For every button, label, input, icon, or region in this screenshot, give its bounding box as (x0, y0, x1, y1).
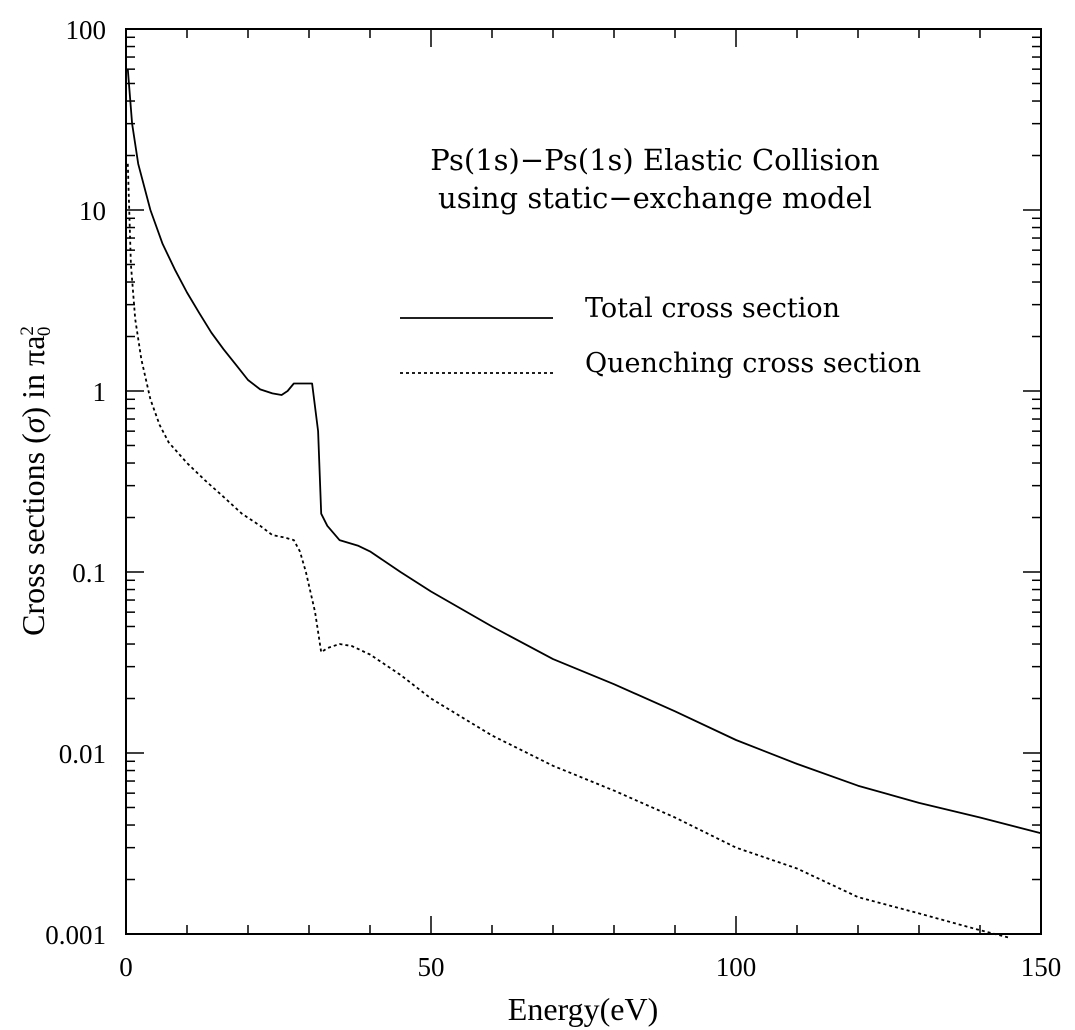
y-axis-title-prefix: Cross sections ( (15, 433, 51, 636)
series-line-total (126, 69, 1042, 835)
major-ticks (125, 28, 1042, 935)
y-axis-title-sub: 0 (34, 327, 55, 337)
y-tick-label: 0.1 (72, 558, 106, 588)
y-tick-label: 0.01 (59, 739, 106, 769)
x-tick-label: 0 (119, 952, 133, 982)
y-tick-label: 10 (79, 196, 106, 226)
y-tick-labels: 0.001 0.01 0.1 1 10 100 (45, 15, 106, 950)
y-axis-title-mid: ) in πa (15, 336, 51, 418)
y-tick-label: 0.001 (45, 920, 106, 950)
x-tick-labels: 0 50 100 150 (119, 952, 1061, 982)
minor-ticks (126, 29, 1041, 934)
y-axis-title-sigma: σ (15, 416, 51, 433)
legend-label-quenching: Quenching cross section (585, 348, 921, 379)
annotation-line-1: Ps(1s)−Ps(1s) Elastic Collision (430, 143, 879, 177)
legend-label-total: Total cross section (585, 293, 840, 324)
legend: Total cross section Quenching cross sect… (400, 293, 921, 379)
series-line-quenching (126, 163, 1011, 939)
x-tick-label: 50 (418, 952, 445, 982)
x-tick-label: 150 (1021, 952, 1062, 982)
series-layer (126, 69, 1042, 939)
y-tick-label: 100 (66, 15, 107, 45)
annotation-line-2: using static−exchange model (438, 181, 872, 215)
plot-frame (125, 28, 1042, 935)
y-axis-title: Cross sections (σ) in πa20 (15, 326, 55, 636)
y-axis-title-sup: 2 (17, 326, 38, 336)
x-tick-label: 100 (716, 952, 757, 982)
x-axis-title: Energy(eV) (508, 991, 658, 1027)
y-tick-label: 1 (93, 377, 107, 407)
